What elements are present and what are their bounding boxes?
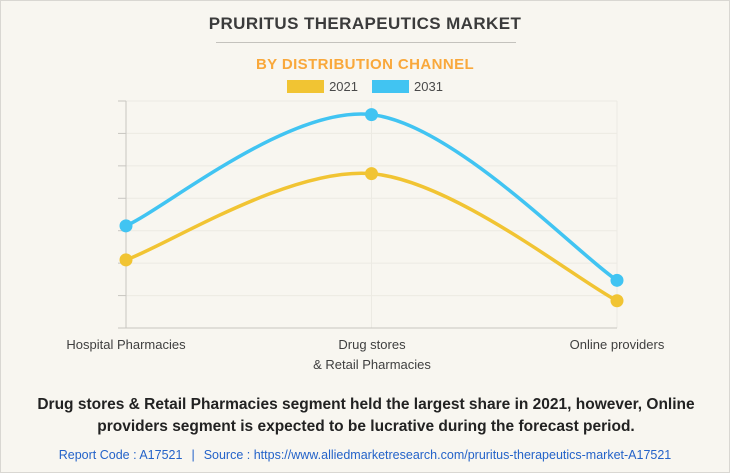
legend-swatch-2021 [287, 80, 325, 93]
chart-area: Hospital Pharmacies Drug stores & Retail… [1, 93, 729, 374]
x-axis-label-online-providers: Online providers [569, 337, 665, 352]
data-point-marker-2021[interactable] [119, 253, 133, 267]
data-point-marker-2021[interactable] [610, 294, 624, 308]
legend-label-2021: 2021 [329, 79, 358, 94]
data-point-marker-2021[interactable] [365, 167, 378, 181]
data-point-marker-2031[interactable] [365, 108, 378, 122]
source-label: Source : [203, 448, 251, 462]
legend-item-2021[interactable]: 2021 [287, 79, 358, 94]
page-title: PRURITUS THERAPEUTICS MARKET [208, 14, 522, 33]
line-chart-svg [118, 100, 624, 329]
chart-subtitle: BY DISTRIBUTION CHANNEL [255, 56, 475, 73]
report-code-text: Report Code : A17521 [58, 448, 183, 462]
data-point-marker-2031[interactable] [610, 273, 624, 287]
data-point-marker-2031[interactable] [119, 219, 133, 233]
title-underline [216, 42, 516, 43]
footer-separator: | [191, 448, 195, 462]
x-axis-label-drug-stores-retail-pharmacies: Drug stores & Retail Pharmacies [313, 337, 431, 372]
legend-label-2031: 2031 [414, 79, 443, 94]
source-url-link[interactable]: https://www.alliedmarketresearch.com/pru… [253, 448, 672, 462]
x-axis-label-hospital-pharmacies: Hospital Pharmacies [66, 337, 186, 352]
chart-legend: 2021 2031 [1, 79, 729, 94]
legend-swatch-2031 [372, 80, 409, 93]
legend-item-2031[interactable]: 2031 [372, 79, 443, 94]
footer: Report Code : A17521 | Source : https://ww… [1, 448, 729, 462]
chart-description: Drug stores & Retail Pharmacies segment … [37, 396, 695, 435]
